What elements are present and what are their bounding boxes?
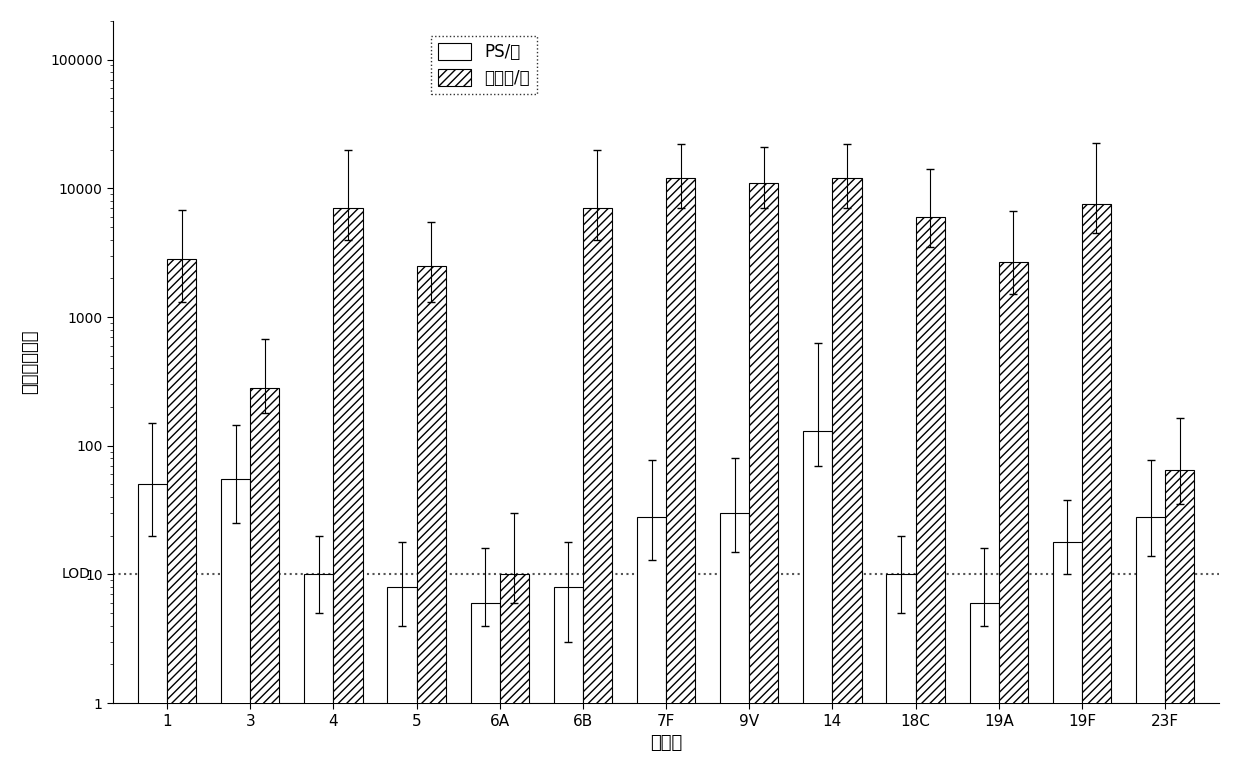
Bar <box>1136 517 1166 773</box>
Bar <box>887 574 915 773</box>
Bar <box>554 587 583 773</box>
Bar <box>998 261 1028 773</box>
Bar <box>583 208 613 773</box>
Bar <box>666 178 696 773</box>
Bar <box>804 431 832 773</box>
Bar <box>637 517 666 773</box>
Bar <box>970 603 998 773</box>
X-axis label: 血清型: 血清型 <box>650 734 682 752</box>
Bar <box>304 574 334 773</box>
Bar <box>417 266 445 773</box>
Bar <box>1083 204 1111 773</box>
Bar <box>749 183 779 773</box>
Bar <box>221 479 250 773</box>
Y-axis label: 几何平均效价: 几何平均效价 <box>21 330 38 394</box>
Bar <box>1166 470 1194 773</box>
Bar <box>334 208 362 773</box>
Bar <box>915 217 945 773</box>
Bar <box>832 178 862 773</box>
Text: LOD: LOD <box>62 567 91 581</box>
Bar <box>387 587 417 773</box>
Bar <box>167 260 196 773</box>
Bar <box>500 574 528 773</box>
Bar <box>471 603 500 773</box>
Bar <box>720 513 749 773</box>
Bar <box>250 388 279 773</box>
Bar <box>1053 542 1083 773</box>
Legend: PS/铝, 缀合物/铝: PS/铝, 缀合物/铝 <box>432 36 537 94</box>
Bar <box>138 485 167 773</box>
